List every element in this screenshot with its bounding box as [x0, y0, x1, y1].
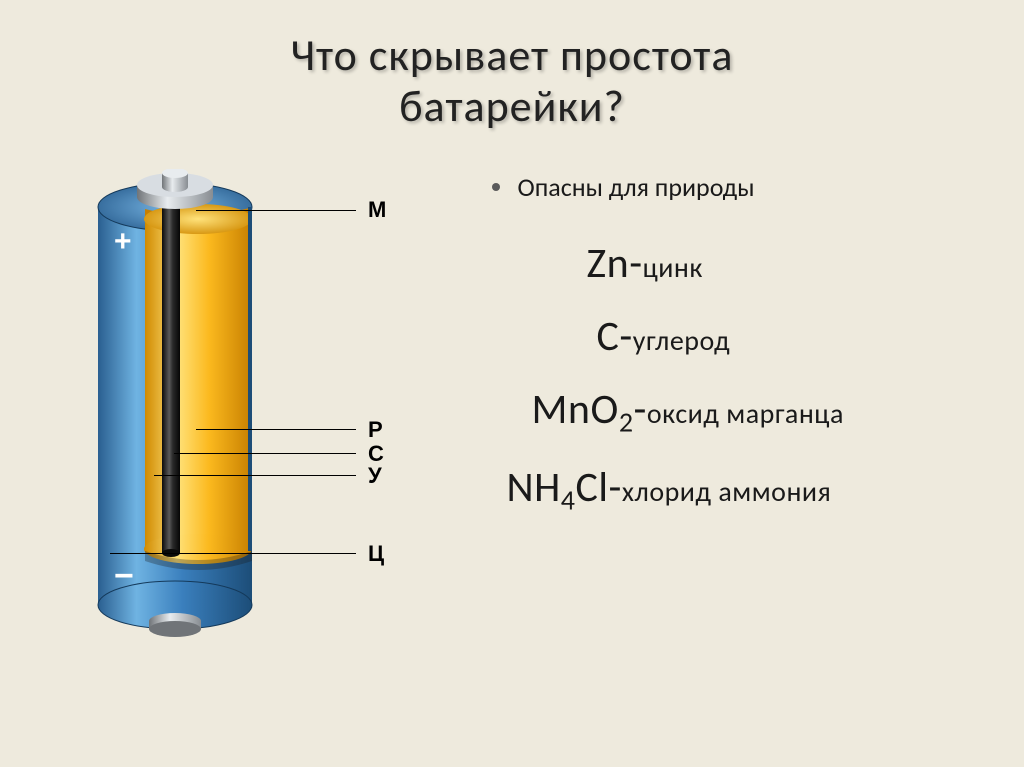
chemical-entry: MnO2-оксид марганца	[492, 384, 1024, 440]
diagram-panel: + −	[0, 161, 492, 721]
label-line	[154, 475, 356, 476]
bullet-icon	[492, 183, 500, 191]
chem-name: хлорид аммония	[622, 474, 831, 509]
label-letter: У	[368, 463, 382, 489]
chemicals-list: Zn-цинкC-углеродMnO2-оксид марганцаNH4Cl…	[492, 238, 1024, 517]
chem-symbol: NH	[507, 462, 561, 513]
content-area: + −	[0, 161, 1024, 721]
chem-subscript: 2	[619, 405, 634, 440]
title-line1: Что скрывает простота	[291, 28, 734, 82]
chem-name: цинк	[643, 250, 703, 285]
svg-text:−: −	[114, 557, 134, 595]
chem-symbol: C	[597, 311, 620, 362]
chem-name: углерод	[633, 323, 730, 358]
title-line2: батарейки?	[399, 79, 625, 133]
chem-symbol: Cl	[576, 462, 609, 513]
slide-title: Что скрывает простота батарейки?	[0, 0, 1024, 131]
label-letter: М	[368, 197, 386, 223]
chemical-entry: Zn-цинк	[492, 238, 1024, 289]
label-line	[196, 429, 356, 430]
label-line	[196, 210, 356, 211]
text-panel: Опасны для природы Zn-цинкC-углеродMnO2-…	[492, 161, 1024, 721]
chem-symbol: Zn	[587, 238, 630, 289]
label-letter: Ц	[368, 541, 384, 567]
chem-dash: -	[629, 238, 642, 289]
svg-text:+: +	[114, 225, 132, 258]
battery-svg: + −	[90, 169, 260, 639]
battery-diagram: + −	[90, 169, 260, 644]
chem-subscript: 4	[561, 482, 576, 517]
chem-dash: -	[634, 384, 647, 435]
bullet-line: Опасны для природы	[492, 171, 1024, 203]
chem-name: оксид марганца	[647, 396, 844, 431]
chemical-entry: C-углерод	[492, 311, 1024, 362]
chem-dash: -	[619, 311, 632, 362]
label-letter: Р	[368, 417, 383, 443]
label-line	[110, 553, 356, 554]
chem-symbol: MnO	[532, 384, 619, 435]
label-line	[174, 453, 356, 454]
bullet-text: Опасны для природы	[518, 171, 755, 203]
chemical-entry: NH4Cl-хлорид аммония	[492, 462, 1024, 518]
chem-dash: -	[609, 462, 622, 513]
